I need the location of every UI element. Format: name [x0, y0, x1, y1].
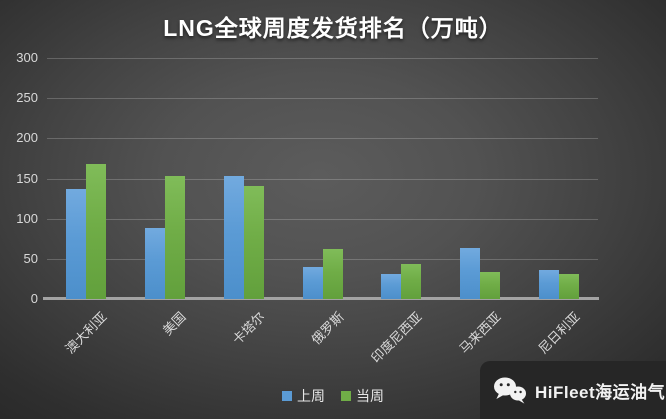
bar-上周-澳大利亚 [66, 188, 87, 299]
chart-legend: 上周 当周 [0, 386, 666, 406]
category-label-澳大利亚: 澳大利亚 [62, 309, 111, 357]
bar-当周-尼日利亚 [558, 274, 579, 299]
category-label-美国: 美国 [159, 309, 189, 339]
plot-area [43, 58, 599, 300]
legend-item-上周: 上周 [282, 386, 325, 406]
bar-当周-美国 [165, 176, 186, 299]
bar-当周-马来西亚 [479, 271, 500, 299]
y-tick-label: 250 [16, 90, 38, 106]
legend-label-当周: 当周 [356, 388, 384, 404]
wechat-icon [494, 377, 526, 404]
category-label-卡塔尔: 卡塔尔 [229, 309, 268, 348]
y-tick-label: 200 [16, 130, 38, 146]
watermark-badge: HiFleet海运油气 [480, 361, 666, 419]
y-tick-label: 100 [16, 210, 38, 226]
chart-title: LNG全球周度发货排名（万吨） [163, 15, 503, 41]
gridline-300 [47, 58, 598, 59]
y-tick-label: 150 [16, 170, 38, 186]
bar-当周-澳大利亚 [86, 164, 107, 299]
bar-上周-美国 [145, 228, 166, 299]
bar-上周-印度尼西亚 [381, 274, 402, 299]
bar-当周-卡塔尔 [243, 185, 264, 299]
bar-当周-俄罗斯 [322, 249, 343, 299]
category-label-马来西亚: 马来西亚 [456, 309, 504, 357]
gridline-150 [47, 178, 598, 180]
category-label-俄罗斯: 俄罗斯 [308, 309, 347, 348]
bar-上周-卡塔尔 [223, 176, 244, 299]
category-label-印度尼西亚: 印度尼西亚 [368, 309, 425, 366]
legend-label-上周: 上周 [297, 388, 325, 404]
gridline-200 [47, 138, 598, 140]
y-tick-label: 300 [16, 50, 38, 65]
bar-上周-马来西亚 [459, 247, 480, 299]
y-tick-label: 50 [23, 250, 38, 266]
legend-swatch-当周 [341, 391, 351, 401]
y-tick-label: 0 [30, 291, 38, 306]
category-label-尼日利亚: 尼日利亚 [534, 309, 583, 357]
legend-item-当周: 当周 [341, 386, 384, 406]
bar-上周-尼日利亚 [538, 270, 559, 299]
legend-swatch-上周 [282, 391, 292, 401]
gridline-100 [47, 218, 598, 220]
watermark-text: HiFleet海运油气 [535, 382, 666, 402]
bar-上周-俄罗斯 [302, 266, 323, 299]
gridline-250 [47, 98, 598, 100]
bar-当周-印度尼西亚 [401, 264, 422, 299]
